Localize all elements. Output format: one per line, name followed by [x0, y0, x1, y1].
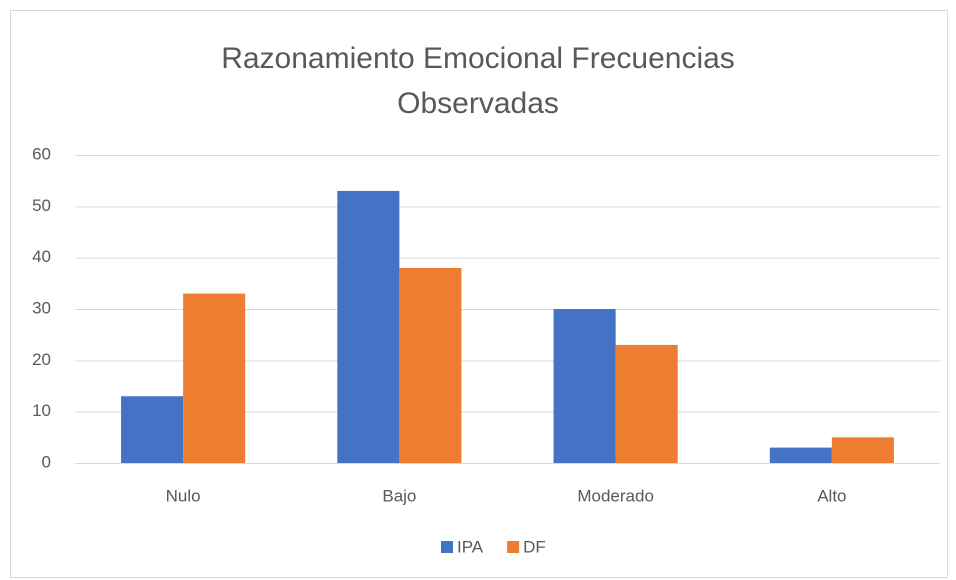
y-tick-label: 10: [32, 401, 51, 420]
chart-border: [10, 10, 948, 578]
legend-label: DF: [523, 537, 546, 556]
bar: [831, 437, 894, 463]
y-tick-label: 60: [32, 144, 51, 163]
bar: [337, 190, 400, 463]
legend-swatch: [441, 541, 453, 553]
bar: [121, 396, 184, 463]
x-tick-label: Moderado: [577, 486, 654, 505]
y-tick-label: 30: [32, 298, 51, 317]
y-tick-label: 0: [42, 452, 51, 471]
chart-title: Razonamiento Emocional Frecuencias Obser…: [221, 42, 735, 120]
x-tick-label: Nulo: [166, 486, 201, 505]
bar: [399, 267, 462, 463]
legend-swatch: [507, 541, 520, 553]
bar: [769, 447, 832, 463]
x-tick-label: Alto: [817, 486, 846, 505]
bar: [553, 309, 616, 463]
bar: [183, 293, 246, 463]
legend-label: IPA: [457, 537, 484, 556]
x-tick-label: Bajo: [382, 486, 416, 505]
y-tick-label: 40: [32, 247, 51, 266]
bar: [615, 344, 678, 463]
y-tick-label: 20: [32, 350, 51, 369]
y-tick-label: 50: [32, 196, 51, 215]
